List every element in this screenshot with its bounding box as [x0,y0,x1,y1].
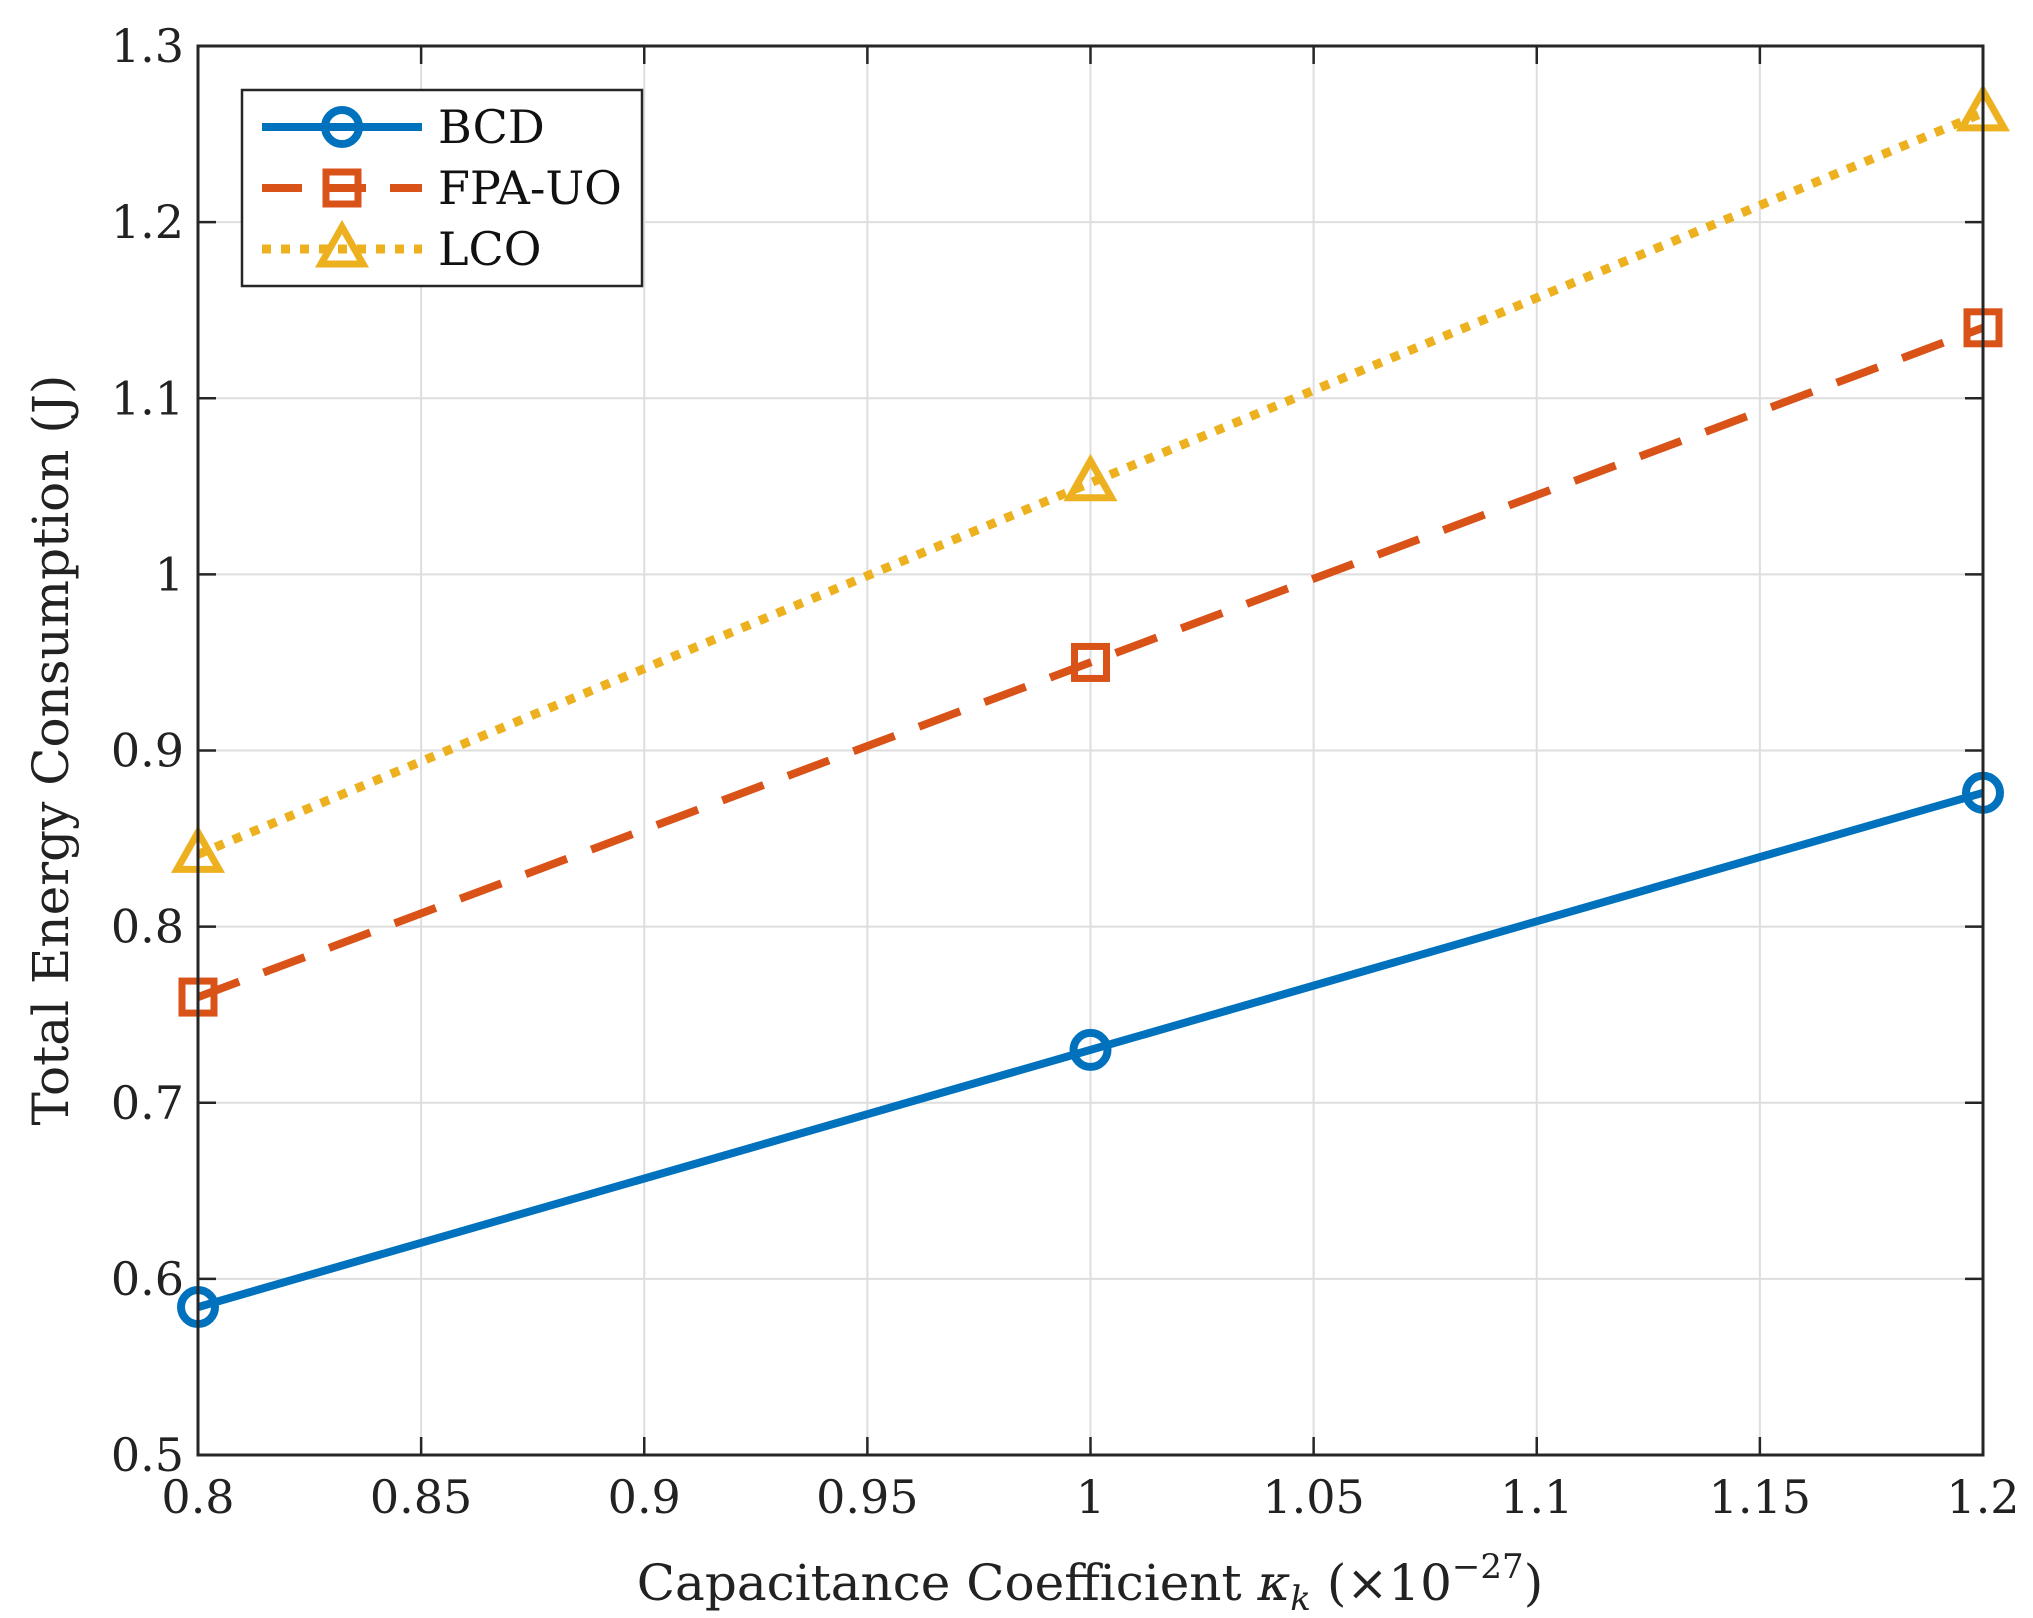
y-tick-label: 0.9 [111,724,184,778]
y-tick-label: 0.7 [111,1076,184,1130]
legend-marker-bcd [321,106,363,148]
series-line-bcd [196,788,1985,1311]
data-point-lco [1063,453,1118,502]
x-tick-label: 0.8 [161,1470,234,1524]
x-tick-label: 0.95 [816,1470,918,1524]
legend-item-lco: LCO [262,219,541,276]
y-tick-label: 0.6 [111,1252,184,1306]
y-tick-label: 1.3 [111,19,184,73]
legend-item-fpa-uo: FPA-UO [262,161,622,215]
x-tick-label: 0.85 [370,1470,472,1524]
legend-label-fpa-uo: FPA-UO [438,161,622,215]
legend-item-bcd: BCD [262,100,545,154]
x-tick-label: 0.9 [608,1470,681,1524]
x-tick-label: 1.1 [1500,1470,1573,1524]
x-tick-label: 1.05 [1262,1470,1364,1524]
legend-label-lco: LCO [438,222,541,276]
grid [198,46,1983,1455]
legend-marker-fpa-uo [322,168,362,208]
x-tick-label: 1 [1076,1470,1105,1524]
x-tick-label: 1.15 [1709,1470,1811,1524]
data-point-bcd [1069,1028,1112,1071]
y-tick-label: 0.5 [111,1428,184,1482]
y-axis-title: Total Energy Consumption (J) [22,375,80,1126]
data-point-fpa-uo [1071,642,1110,682]
y-tick-label: 1.1 [111,371,184,425]
series-line-fpa-uo [196,324,1985,1001]
ticks: 0.8 0.85 0.9 0.95 1 1.05 1.1 1.15 1.2 0.5 0.6 0.7 0.… [111,19,2020,1524]
y-tick-label: 1.2 [111,195,184,249]
y-tick-label: 1 [155,547,184,601]
legend-label-bcd: BCD [438,100,545,154]
x-axis-title: Capacitance Coefficient κk (×10−27) [637,1547,1543,1618]
legend-marker-lco [314,219,370,268]
legend: BCD FPA-UO LCO [240,88,644,288]
y-tick-label: 0.8 [111,900,184,954]
x-tick-label: 1.2 [1946,1470,2019,1524]
